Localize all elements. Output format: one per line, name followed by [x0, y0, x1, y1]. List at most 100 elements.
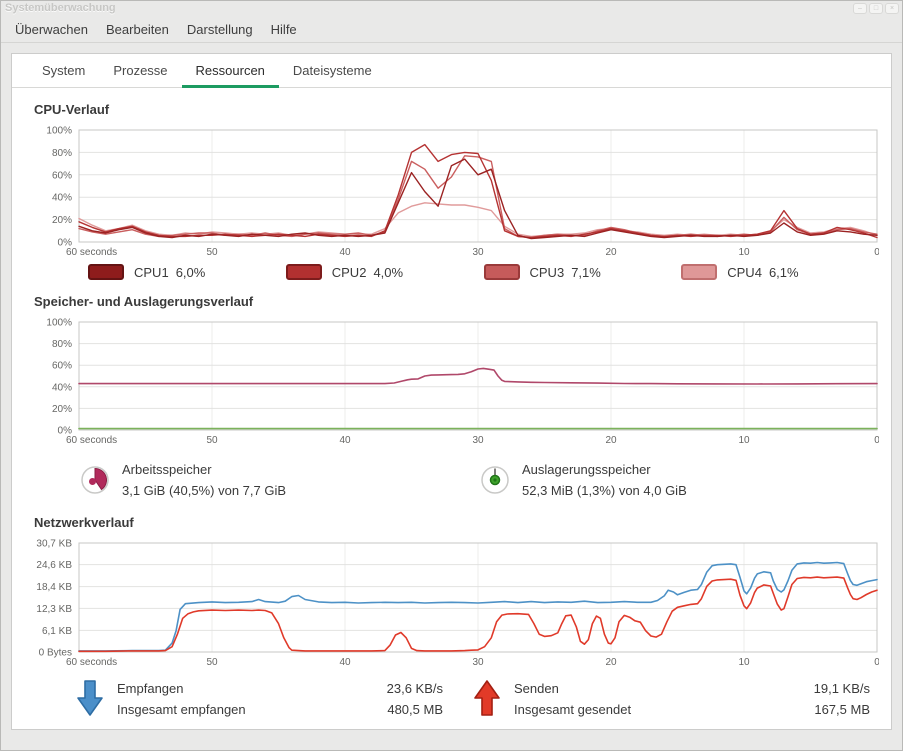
cpu2-color-swatch [285, 264, 322, 280]
svg-text:60 seconds: 60 seconds [66, 247, 117, 258]
download-arrow-icon [77, 680, 103, 716]
cpu-section-title: CPU-Verlauf [34, 102, 110, 117]
svg-text:0: 0 [874, 657, 879, 668]
cpu4-legend-item[interactable]: CPU4 6,1% [681, 264, 879, 280]
svg-text:50: 50 [206, 247, 218, 258]
svg-text:30: 30 [472, 657, 484, 668]
cpu3-legend-item[interactable]: CPU3 7,1% [483, 264, 682, 280]
menu-hilfe[interactable]: Hilfe [270, 22, 297, 37]
sent-total-label: Insgesamt gesendet [514, 702, 632, 717]
svg-text:12,3 KB: 12,3 KB [36, 604, 72, 615]
sent-rate: 19,1 KB/s [813, 681, 870, 696]
cpu2-legend-item[interactable]: CPU2 4,0% [285, 264, 484, 280]
swap-label: Auslagerungsspeicher [522, 462, 651, 477]
tab-prozesse[interactable]: Prozesse [113, 63, 168, 78]
cpu-history-chart: 100% 80% 60% 40% 20% 0%60 seconds 50 40 30 20 10 0 [46, 126, 879, 258]
window-title: Systemüberwachung [5, 2, 116, 14]
svg-text:60%: 60% [52, 170, 72, 181]
resources-panel: CPU-Verlauf 100% 80% 60% 40% 20% 0% 60 seconds… [12, 102, 891, 720]
network-section-title: Netzwerkverlauf [34, 515, 134, 530]
svg-text:20: 20 [605, 247, 617, 258]
notebook: System Prozesse Ressourcen Dateisysteme … [11, 53, 892, 730]
svg-text:0: 0 [874, 247, 879, 258]
cpu1-label: CPU1 [134, 264, 169, 280]
cpu4-color-swatch [681, 264, 718, 280]
maximize-icon[interactable]: □ [869, 3, 883, 14]
svg-text:100%: 100% [46, 126, 72, 137]
svg-text:30,7 KB: 30,7 KB [36, 539, 72, 550]
svg-text:30: 30 [472, 435, 484, 446]
cpu4-label: CPU4 [727, 264, 762, 280]
cpu4-value: 6,1% [768, 264, 799, 280]
received-total: 480,5 MB [387, 702, 443, 717]
cpu2-label: CPU2 [331, 264, 367, 280]
titlebar[interactable]: Systemüberwachung – □ × [1, 1, 902, 17]
received-rate: 23,6 KB/s [386, 681, 443, 696]
svg-text:60 seconds: 60 seconds [66, 657, 117, 668]
svg-text:80%: 80% [52, 339, 72, 350]
swap-legend-item: Auslagerungsspeicher 52,3 MiB (1,3%) von… [479, 459, 879, 501]
svg-text:40%: 40% [52, 382, 72, 393]
network-history-chart: 30,7 KB 24,6 KB 18,4 KB 12,3 KB 6,1 KB 0 Byte… [36, 539, 879, 668]
swap-value: 52,3 MiB (1,3%) von 4,0 GiB [522, 483, 687, 498]
cpu2-value: 4,0% [373, 264, 404, 280]
svg-text:10: 10 [738, 657, 750, 668]
menu-ueberwachen[interactable]: Überwachen [15, 22, 88, 37]
svg-text:20%: 20% [52, 404, 72, 415]
sent-label: Senden [514, 681, 559, 696]
cpu-legend: CPU1 6,0% CPU2 4,0% CPU3 7,1% CPU4 6,1% [88, 264, 879, 280]
cpu1-value: 6,0% [175, 264, 206, 280]
cpu3-color-swatch [483, 264, 520, 280]
memory-value: 3,1 GiB (40,5%) von 7,7 GiB [122, 483, 287, 498]
memory-label: Arbeitsspeicher [122, 462, 212, 477]
network-received-block: Empfangen 23,6 KB/s Insgesamt empfangen … [76, 678, 473, 720]
svg-text:10: 10 [738, 247, 750, 258]
cpu1-color-swatch [88, 264, 124, 280]
svg-text:20: 20 [605, 657, 617, 668]
svg-text:20: 20 [605, 435, 617, 446]
svg-text:80%: 80% [52, 148, 72, 159]
window-controls: – □ × [853, 3, 899, 14]
svg-text:0: 0 [874, 435, 879, 446]
close-icon[interactable]: × [885, 3, 899, 14]
upload-arrow-icon [474, 680, 500, 716]
network-sent-block: Senden 19,1 KB/s Insgesamt gesendet 167,… [473, 678, 870, 720]
svg-text:10: 10 [738, 435, 750, 446]
tab-ressourcen[interactable]: Ressourcen [181, 54, 280, 88]
svg-text:20%: 20% [52, 215, 72, 226]
received-label: Empfangen [117, 681, 184, 696]
svg-text:0 Bytes: 0 Bytes [39, 648, 72, 659]
svg-text:50: 50 [206, 435, 218, 446]
memory-pie-icon [81, 466, 109, 494]
svg-text:40: 40 [339, 657, 351, 668]
svg-text:40: 40 [339, 247, 351, 258]
svg-text:60 seconds: 60 seconds [66, 435, 117, 446]
memory-history-chart: 100% 80% 60% 40% 20% 0%60 seconds 50 40 30 20 10 0 [46, 318, 879, 446]
menu-darstellung[interactable]: Darstellung [186, 22, 253, 37]
svg-text:60%: 60% [52, 361, 72, 372]
received-total-label: Insgesamt empfangen [117, 702, 246, 717]
cpu3-value: 7,1% [571, 264, 601, 280]
cpu1-legend-item[interactable]: CPU1 6,0% [88, 264, 286, 280]
svg-text:0%: 0% [58, 238, 73, 249]
tab-system[interactable]: System [42, 63, 86, 78]
svg-text:24,6 KB: 24,6 KB [36, 560, 72, 571]
svg-text:30: 30 [472, 247, 484, 258]
minimize-icon[interactable]: – [853, 3, 867, 14]
svg-text:18,4 KB: 18,4 KB [36, 582, 72, 593]
tabbar: System Prozesse Ressourcen Dateisysteme [12, 54, 891, 88]
memory-section-title: Speicher- und Auslagerungsverlauf [34, 294, 254, 309]
svg-text:40%: 40% [52, 193, 72, 204]
cpu3-label: CPU3 [529, 264, 565, 280]
svg-text:100%: 100% [46, 318, 72, 329]
tab-dateisysteme[interactable]: Dateisysteme [292, 63, 372, 78]
svg-text:0%: 0% [58, 426, 73, 437]
menubar: Überwachen Bearbeiten Darstellung Hilfe [1, 17, 902, 43]
swap-pie-icon [481, 466, 509, 494]
menu-bearbeiten[interactable]: Bearbeiten [106, 22, 169, 37]
svg-text:40: 40 [339, 435, 351, 446]
network-legend: Empfangen 23,6 KB/s Insgesamt empfangen … [76, 678, 879, 720]
sent-total: 167,5 MB [814, 702, 870, 717]
memory-legend-item: Arbeitsspeicher 3,1 GiB (40,5%) von 7,7 … [79, 459, 479, 501]
